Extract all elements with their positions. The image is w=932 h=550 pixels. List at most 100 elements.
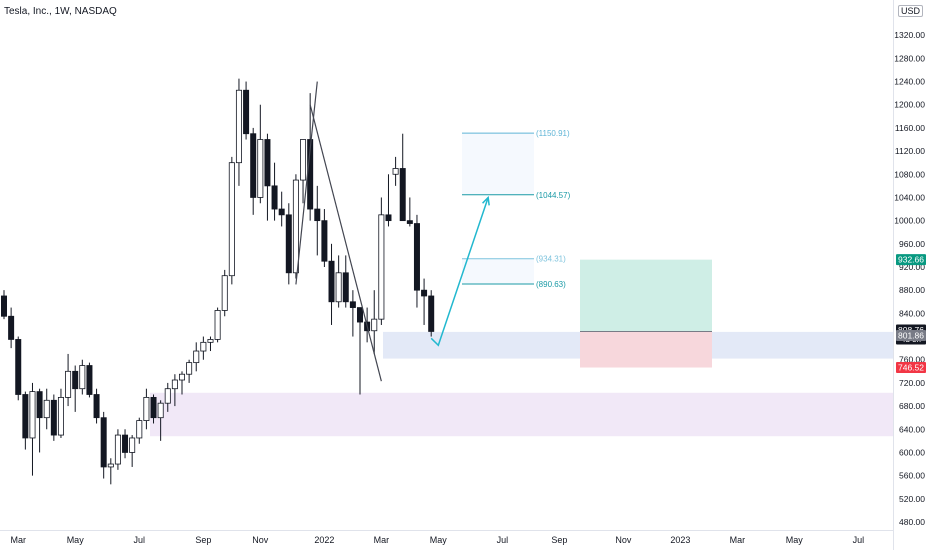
price-axis[interactable]: 1320.00 1280.00 1240.00 1200.00 1160.00 1120.… xyxy=(893,0,926,550)
candle xyxy=(164,382,171,412)
candle xyxy=(292,174,299,279)
candle xyxy=(421,278,428,325)
position-tool[interactable] xyxy=(580,259,712,368)
candle xyxy=(250,127,257,215)
candle-body xyxy=(349,301,356,308)
candle-body xyxy=(371,318,378,332)
price-tag: 746.52 xyxy=(896,362,926,374)
candle xyxy=(186,359,193,383)
candle-body xyxy=(164,388,171,404)
projection-arrowhead xyxy=(482,195,490,206)
candle xyxy=(150,394,157,424)
target-levels: (1150.91) (1044.57) (934.31) (890.63) xyxy=(462,129,571,289)
candle xyxy=(371,290,378,354)
price-tick-label: 1280.00 xyxy=(894,53,925,63)
time-tick-label: May xyxy=(67,535,85,545)
price-tick-label: 1160.00 xyxy=(895,123,925,133)
candle-body xyxy=(378,214,385,320)
price-tick-label: 1320.00 xyxy=(894,30,925,40)
price-tick-label: 1120.00 xyxy=(895,146,925,156)
time-tick-label: May xyxy=(430,535,448,545)
candle xyxy=(86,362,93,398)
candle-body xyxy=(129,437,136,453)
candle-body xyxy=(193,350,200,364)
target-label: (1044.57) xyxy=(536,191,571,200)
candle xyxy=(136,417,143,444)
candle-body xyxy=(342,272,349,303)
candle-body xyxy=(235,89,242,164)
profit-zone[interactable] xyxy=(580,259,712,332)
candle xyxy=(107,458,114,485)
price-tick-label: 480.00 xyxy=(899,517,925,527)
candle xyxy=(178,371,185,395)
candle xyxy=(314,185,321,256)
candle-body xyxy=(86,365,93,395)
price-tag-label: 746.52 xyxy=(898,363,924,373)
candle xyxy=(8,307,15,349)
candle-body xyxy=(186,362,193,375)
price-tag: 932.66 xyxy=(896,254,926,266)
price-tick-label: 1200.00 xyxy=(894,100,925,110)
candle-body xyxy=(413,223,420,291)
candle xyxy=(406,197,413,227)
candle-body xyxy=(421,289,428,297)
candle xyxy=(378,197,385,325)
candle-body xyxy=(8,315,15,340)
candle xyxy=(385,174,392,227)
candle xyxy=(392,156,399,186)
candle-body xyxy=(107,463,114,468)
candle xyxy=(413,214,420,308)
time-tick-label: Jul xyxy=(134,535,146,545)
price-tick-label: 720.00 xyxy=(899,378,925,388)
candle xyxy=(243,81,250,140)
target-box-lower xyxy=(462,258,534,285)
candle-body xyxy=(72,370,79,390)
price-tag-bg xyxy=(896,362,926,374)
candle-body xyxy=(292,179,299,274)
candle xyxy=(399,133,406,222)
candle xyxy=(22,391,29,450)
symbol-title: Tesla, Inc., 1W, NASDAQ xyxy=(4,6,117,17)
currency-button[interactable]: USD xyxy=(898,5,924,17)
target-label: (890.63) xyxy=(536,280,566,289)
candle xyxy=(271,162,278,221)
candle xyxy=(29,382,36,476)
time-axis[interactable]: Mar May Jul Sep Nov 2022 Mar May Jul Sep Nov 2023 Ma… xyxy=(0,530,893,546)
price-tag: 801.86 xyxy=(896,329,926,341)
candle-body xyxy=(271,185,278,210)
drawing-lines[interactable] xyxy=(295,81,490,382)
price-tick-label: 760.00 xyxy=(899,355,925,365)
price-tag-bg xyxy=(896,254,926,266)
candle xyxy=(207,336,214,352)
trendline-short[interactable] xyxy=(295,81,318,285)
candle xyxy=(228,156,235,285)
price-tick-label: 1040.00 xyxy=(894,192,925,202)
time-tick-label: Nov xyxy=(615,535,632,545)
candle-body xyxy=(385,214,392,222)
candle-body xyxy=(428,295,435,332)
candle xyxy=(79,359,86,395)
candle xyxy=(257,104,264,204)
candle-body xyxy=(356,307,363,323)
candle xyxy=(15,336,22,401)
candle-body xyxy=(250,133,257,198)
candle-body xyxy=(36,391,43,419)
candle xyxy=(157,400,164,441)
projection-path[interactable] xyxy=(430,197,489,347)
candle xyxy=(0,290,7,320)
candle xyxy=(264,133,271,221)
candle xyxy=(214,307,221,343)
candle-body xyxy=(178,373,185,381)
price-tag-bg xyxy=(896,329,926,341)
price-tick-label: 960.00 xyxy=(899,239,925,249)
candle xyxy=(193,342,200,372)
candle-body xyxy=(228,162,235,277)
target-label: (934.31) xyxy=(536,255,566,264)
candle-body xyxy=(399,168,406,222)
loss-zone[interactable] xyxy=(580,331,712,368)
candle-body xyxy=(79,365,86,390)
price-tag-label: 801.86 xyxy=(898,330,924,340)
demand-zone-purple xyxy=(150,392,893,437)
trendline[interactable] xyxy=(309,104,382,382)
